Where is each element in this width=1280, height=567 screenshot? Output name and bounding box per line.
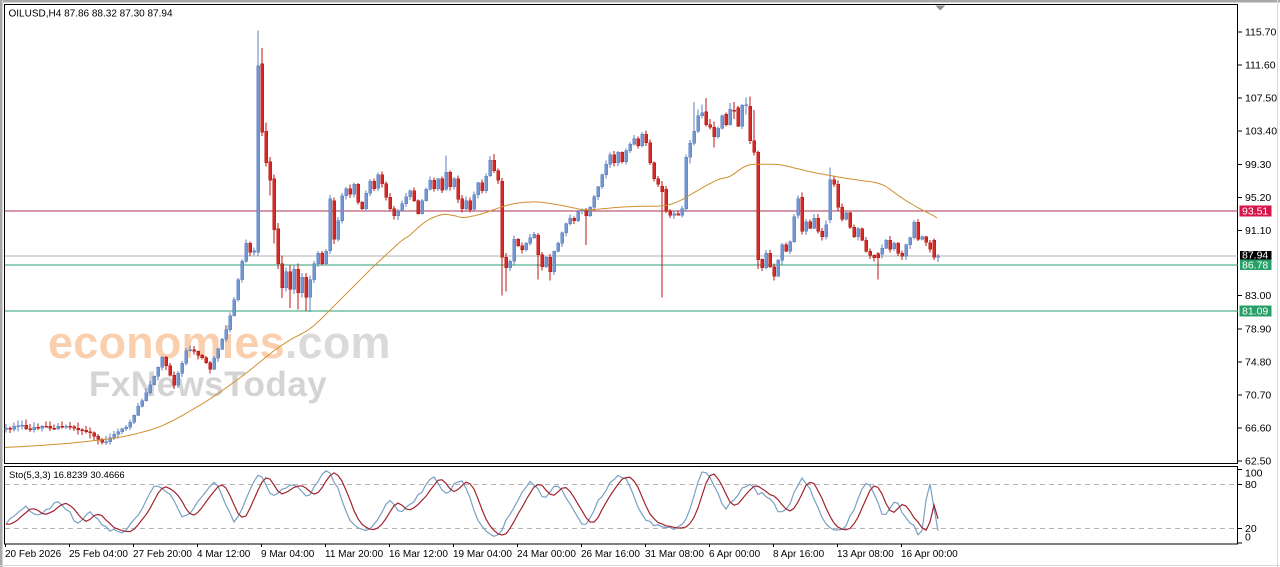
svg-text:24 Mar 00:00: 24 Mar 00:00 <box>517 549 576 560</box>
svg-text:95.20: 95.20 <box>1245 192 1271 204</box>
svg-text:8 Apr 16:00: 8 Apr 16:00 <box>773 549 825 560</box>
svg-text:81.09: 81.09 <box>1242 306 1268 318</box>
svg-text:economies.com: economies.com <box>48 317 391 368</box>
svg-text:0: 0 <box>1245 531 1251 543</box>
svg-text:111.60: 111.60 <box>1245 60 1276 72</box>
svg-text:91.10: 91.10 <box>1245 225 1271 237</box>
svg-text:99.30: 99.30 <box>1245 159 1271 171</box>
svg-text:FxNewsToday: FxNewsToday <box>89 365 327 404</box>
svg-text:Sto(5,3,3) 16.8239 30.4666: Sto(5,3,3) 16.8239 30.4666 <box>9 470 125 481</box>
svg-text:78.90: 78.90 <box>1245 323 1271 335</box>
svg-text:80: 80 <box>1245 479 1257 491</box>
svg-text:74.80: 74.80 <box>1245 356 1271 368</box>
svg-text:25 Feb 04:00: 25 Feb 04:00 <box>69 549 128 560</box>
svg-text:103.40: 103.40 <box>1245 126 1277 138</box>
svg-text:9 Mar 04:00: 9 Mar 04:00 <box>261 549 315 560</box>
svg-text:70.70: 70.70 <box>1245 389 1271 401</box>
svg-text:26 Mar 16:00: 26 Mar 16:00 <box>581 549 640 560</box>
svg-text:107.50: 107.50 <box>1245 93 1277 105</box>
svg-text:31 Mar 08:00: 31 Mar 08:00 <box>645 549 704 560</box>
svg-text:16 Mar 12:00: 16 Mar 12:00 <box>389 549 448 560</box>
svg-text:13 Apr 08:00: 13 Apr 08:00 <box>837 549 894 560</box>
svg-text:11 Mar 20:00: 11 Mar 20:00 <box>325 549 384 560</box>
svg-text:20 Feb 2026: 20 Feb 2026 <box>5 549 62 560</box>
svg-text:6 Apr 00:00: 6 Apr 00:00 <box>709 549 761 560</box>
svg-text:100: 100 <box>1245 468 1263 480</box>
svg-text:87.94: 87.94 <box>1242 250 1268 262</box>
svg-text:86.78: 86.78 <box>1242 260 1268 272</box>
svg-text:83.00: 83.00 <box>1245 290 1271 302</box>
svg-text:115.70: 115.70 <box>1245 27 1276 39</box>
svg-text:4 Mar 12:00: 4 Mar 12:00 <box>197 549 251 560</box>
svg-text:19 Mar 04:00: 19 Mar 04:00 <box>453 549 512 560</box>
svg-text:93.51: 93.51 <box>1242 206 1268 218</box>
svg-text:66.60: 66.60 <box>1245 423 1271 435</box>
svg-text:OILUSD,H4 87.86 88.32 87.30 8: OILUSD,H4 87.86 88.32 87.30 87.94 <box>9 9 173 20</box>
svg-text:20: 20 <box>1245 523 1257 535</box>
svg-text:62.50: 62.50 <box>1245 456 1271 468</box>
svg-text:27 Feb 20:00: 27 Feb 20:00 <box>133 549 192 560</box>
svg-text:16 Apr 00:00: 16 Apr 00:00 <box>901 549 958 560</box>
